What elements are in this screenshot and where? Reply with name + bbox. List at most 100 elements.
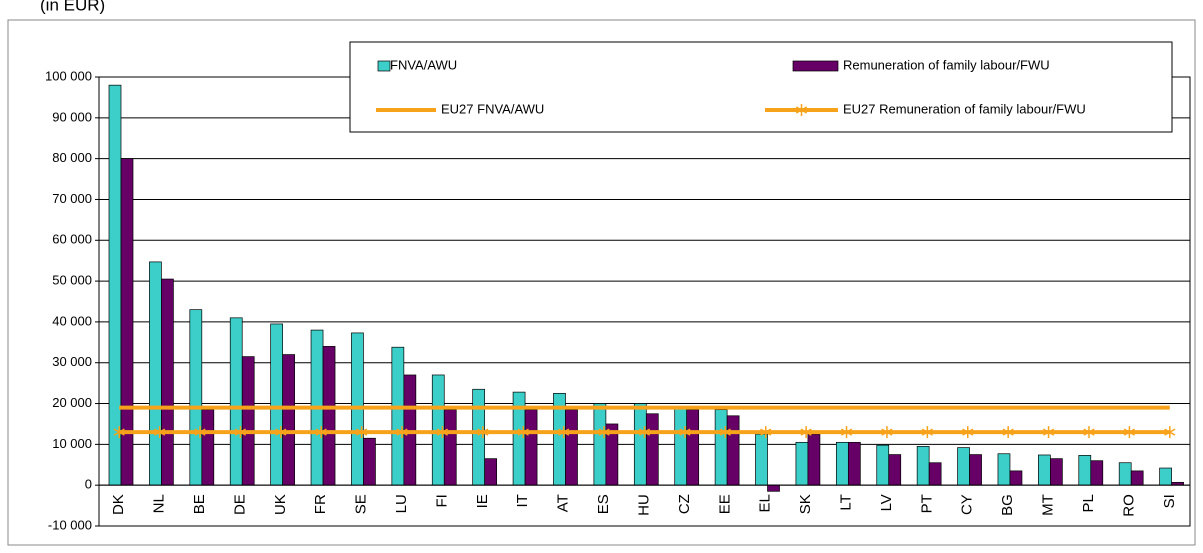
bar <box>161 278 174 486</box>
line-marker <box>598 426 610 439</box>
line-marker <box>517 426 529 439</box>
x-tick-label: FI <box>433 494 450 507</box>
line-marker <box>840 426 853 439</box>
line-marker <box>921 426 933 439</box>
y-tick-label: 20 000 <box>52 395 92 410</box>
marker-stroke <box>800 428 812 436</box>
bar <box>916 446 930 486</box>
marker-stroke <box>154 428 166 436</box>
marker-stroke <box>356 428 368 436</box>
line-marker <box>962 426 974 439</box>
y-tick-label: 70 000 <box>52 191 92 206</box>
x-tick-label: IT <box>514 494 531 507</box>
x-tick-label: LT <box>838 494 855 510</box>
y-tick-label: 60 000 <box>52 232 92 247</box>
bar <box>593 403 607 486</box>
y-tick-label: 0 <box>85 477 92 492</box>
bar <box>1159 467 1172 486</box>
bar <box>270 323 283 486</box>
y-tick-label: 10 000 <box>52 436 92 451</box>
legend-label: EU27 FNVA/AWU <box>441 101 544 116</box>
legend-marker <box>795 104 808 116</box>
line-marker <box>154 426 166 439</box>
bar <box>645 413 659 486</box>
bar <box>1118 462 1132 486</box>
legend-label: Remuneration of family labour/FWU <box>843 57 1050 72</box>
bar <box>1078 455 1092 486</box>
marker-stroke <box>477 428 489 436</box>
x-tick-label: PL <box>1080 494 1097 512</box>
marker-stroke <box>881 428 893 436</box>
bar <box>714 409 728 486</box>
chart-subtitle: (in EUR) <box>40 0 105 14</box>
bar <box>120 158 134 486</box>
legend-label: FNVA/AWU <box>390 57 457 72</box>
line-marker <box>1164 426 1176 439</box>
bar <box>1130 470 1144 486</box>
x-tick-label: DK <box>110 494 127 515</box>
bar <box>524 409 538 486</box>
marker-stroke <box>840 428 853 436</box>
bar <box>633 403 647 486</box>
marker-stroke <box>1002 428 1014 436</box>
bar <box>876 444 890 486</box>
y-tick-label: 40 000 <box>52 313 92 328</box>
y-tick-label: 50 000 <box>52 273 92 288</box>
x-tick-label: DE <box>231 494 248 515</box>
marker-stroke <box>194 428 206 436</box>
x-tick-label: EE <box>716 494 733 514</box>
x-tick-label: AT <box>555 494 572 512</box>
marker-stroke <box>1123 428 1135 436</box>
bar <box>767 484 780 492</box>
line-marker <box>1002 426 1014 439</box>
x-tick-label: CY <box>959 494 976 515</box>
line-marker <box>436 426 449 439</box>
bar <box>149 261 162 486</box>
line-marker <box>396 426 408 439</box>
line-marker <box>1123 426 1135 439</box>
bar <box>322 346 336 486</box>
y-tick-label: 90 000 <box>52 109 92 124</box>
bar <box>565 409 578 486</box>
bar <box>888 454 902 486</box>
bar <box>807 433 821 486</box>
x-tick-label: HU <box>635 494 652 516</box>
marker-stroke <box>315 428 327 436</box>
line-marker <box>234 426 247 439</box>
marker-stroke <box>275 428 287 436</box>
x-tick-label: EL <box>757 494 774 512</box>
line-marker <box>275 426 287 439</box>
line-marker <box>477 426 489 439</box>
x-tick-label: SE <box>353 494 370 514</box>
marker-stroke <box>760 428 772 436</box>
bar <box>674 407 688 486</box>
bar <box>795 441 809 486</box>
bar <box>189 309 203 486</box>
legend-label: EU27 Remuneration of family labour/FWU <box>843 101 1086 116</box>
x-tick-label: NL <box>151 494 168 513</box>
bar <box>1009 470 1023 486</box>
line-marker <box>558 426 570 439</box>
line-marker <box>356 426 368 439</box>
bar <box>443 409 457 486</box>
x-tick-label: ES <box>595 494 612 514</box>
x-tick-label: BE <box>191 494 208 514</box>
marker-stroke <box>517 428 529 436</box>
x-tick-label: CZ <box>676 494 693 514</box>
marker-stroke <box>638 428 651 436</box>
line-marker <box>638 426 651 439</box>
bar <box>726 415 740 486</box>
line-marker <box>800 426 812 439</box>
marker-stroke <box>598 428 610 436</box>
line-marker <box>194 426 206 439</box>
bar <box>928 462 942 486</box>
bar <box>1090 460 1104 486</box>
x-tick-label: RO <box>1120 494 1137 517</box>
x-tick-label: IE <box>474 494 491 508</box>
line-marker <box>315 426 327 439</box>
x-tick-label: LV <box>878 494 895 511</box>
bar <box>755 433 768 486</box>
line-marker <box>113 426 125 439</box>
marker-stroke <box>436 428 449 436</box>
